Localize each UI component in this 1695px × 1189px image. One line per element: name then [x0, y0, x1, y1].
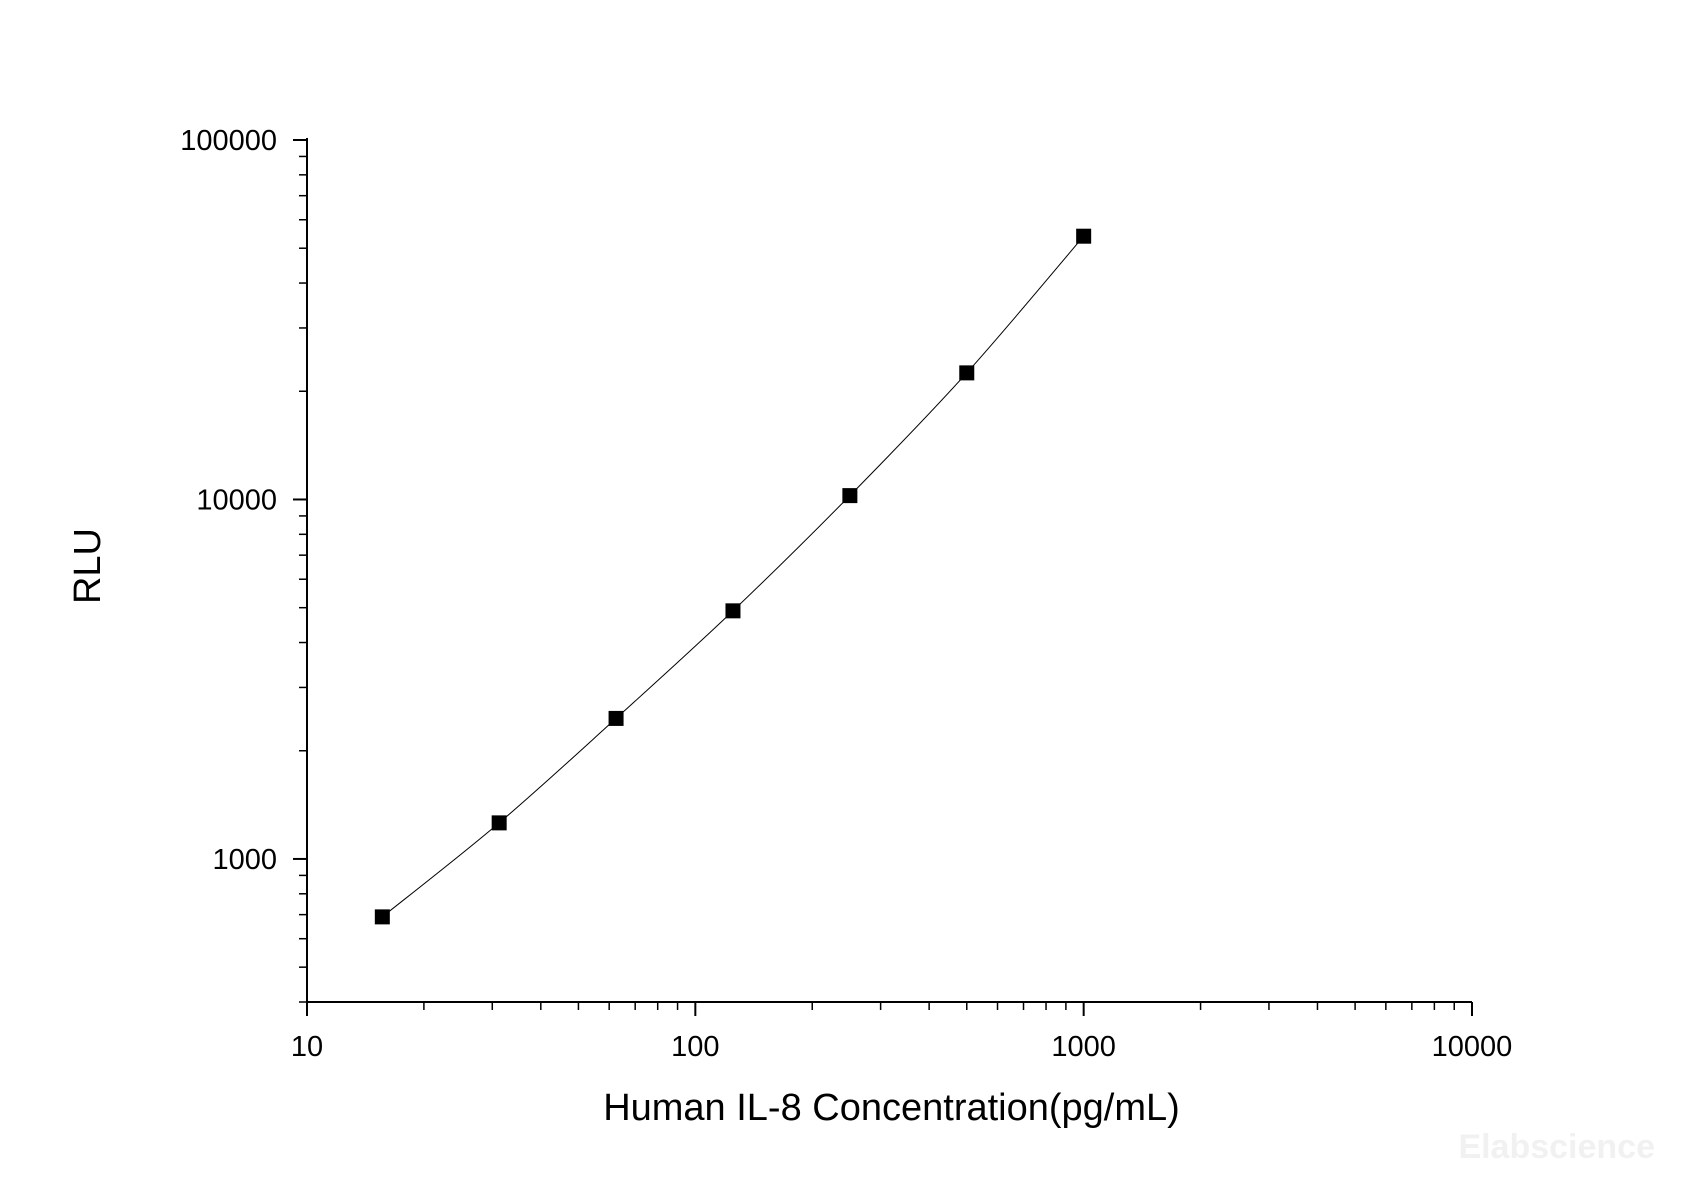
data-points — [374, 228, 1092, 925]
y-axis-ticks: 1000 10000 100000 — [180, 125, 307, 1003]
data-point — [959, 365, 975, 381]
x-axis-title: Human IL-8 Concentration(pg/mL) — [603, 1087, 1180, 1129]
fit-curve — [382, 235, 1085, 918]
data-point — [608, 710, 624, 726]
y-axis-title: RLU — [67, 528, 109, 604]
x-tick-label: 10 — [291, 1031, 323, 1063]
data-point — [725, 603, 741, 619]
x-axis-ticks: 10 100 1000 10000 — [291, 1002, 1512, 1063]
y-tick-label: 10000 — [196, 484, 277, 516]
x-tick-label: 10000 — [1432, 1031, 1513, 1063]
watermark-logo: Elabscience — [1458, 1128, 1655, 1166]
y-tick-label: 1000 — [212, 844, 277, 876]
y-tick-label: 100000 — [180, 125, 277, 157]
x-tick-label: 100 — [671, 1031, 719, 1063]
x-tick-label: 1000 — [1051, 1031, 1116, 1063]
axes — [306, 138, 1472, 1003]
data-point — [1076, 228, 1092, 244]
data-point — [374, 909, 390, 925]
data-point — [842, 488, 858, 504]
data-point — [491, 815, 507, 831]
